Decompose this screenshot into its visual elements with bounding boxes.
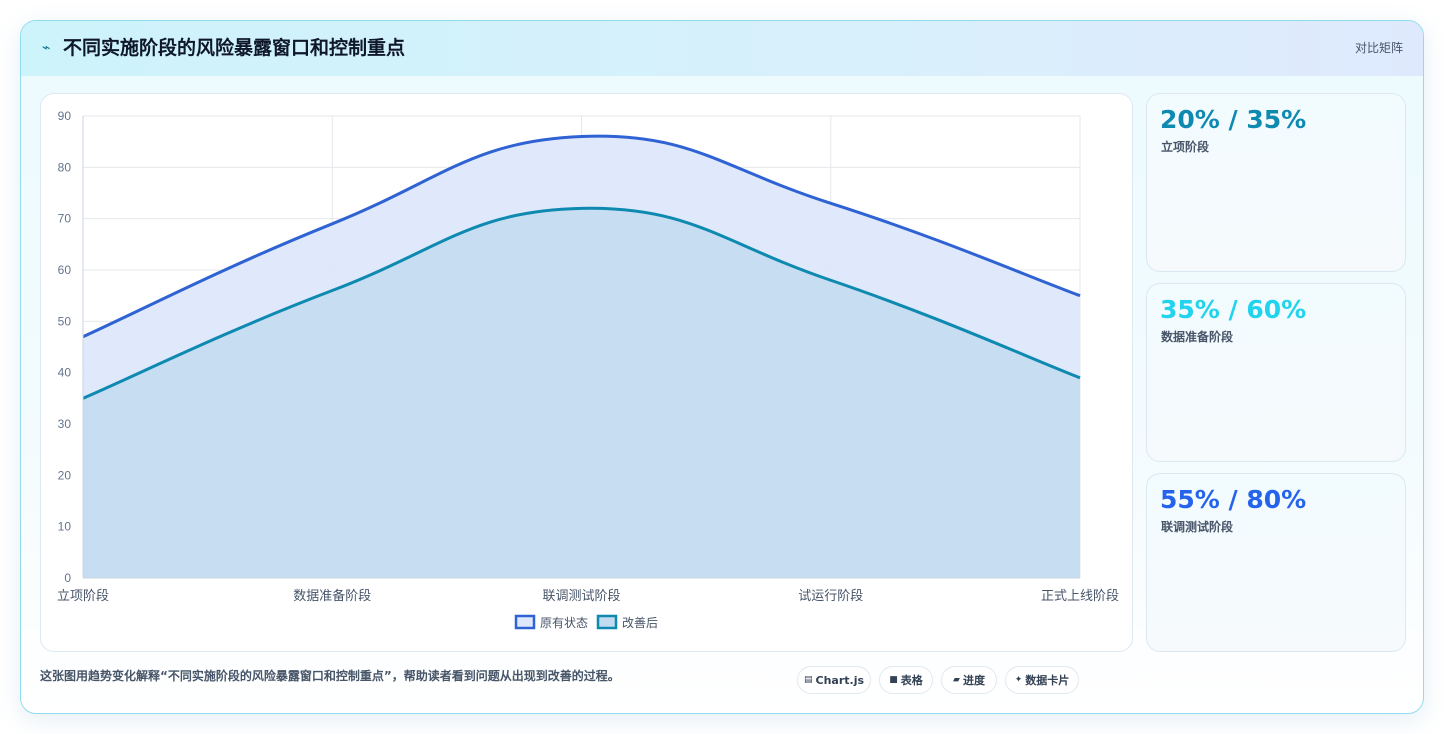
chip-label: 数据卡片 [1025,674,1070,687]
x-tick-label: 数据准备阶段 [293,588,371,603]
sparkle-icon: ✦ [1014,675,1023,685]
y-tick-label: 30 [58,417,72,431]
page-title: 不同实施阶段的风险暴露窗口和控制重点 [63,37,406,59]
y-tick-label: 90 [58,109,72,123]
stat-value: 20% / 35% [1160,105,1307,134]
chart-panel: 0 10 20 30 40 50 60 70 80 90 立项阶段 数据准备阶段 联调测试阶段 试运行阶段… [40,93,1133,652]
chart-icon: ▤ [803,675,813,685]
chip-table[interactable]: ■ 表格 [879,666,933,694]
stat-card-1: 20% / 35% 立项阶段 [1146,93,1406,272]
x-tick-label: 联调测试阶段 [542,588,620,603]
stat-label: 立项阶段 [1161,140,1210,154]
x-tick-label: 试运行阶段 [798,588,863,603]
report-card: ⌁ 不同实施阶段的风险暴露窗口和控制重点 对比矩阵 0 10 20 30 40 50 60 7… [20,20,1424,714]
table-icon: ■ [889,675,898,685]
stat-card-2: 35% / 60% 数据准备阶段 [1146,283,1406,462]
legend-label: 原有状态 [540,616,588,630]
progress-icon: ▰ [953,675,960,685]
chip-label: 表格 [900,674,923,687]
legend-label: 改善后 [622,615,658,630]
y-tick-label: 10 [58,520,72,534]
stat-label: 数据准备阶段 [1161,330,1234,344]
stat-card-3: 55% / 80% 联调测试阶段 [1146,473,1406,652]
stat-value: 55% / 80% [1160,485,1307,514]
chip-chartjs[interactable]: ▤ Chart.js [797,666,871,694]
chart-description: 这张图用趋势变化解释“不同实施阶段的风险暴露窗口和控制重点”，帮助读者看到问题从… [40,669,620,683]
x-tick-label: 立项阶段 [57,588,109,603]
y-tick-label: 70 [58,212,72,226]
chip-data-card[interactable]: ✦ 数据卡片 [1005,666,1079,694]
chip-label: Chart.js [815,673,865,687]
y-tick-label: 40 [58,366,72,380]
stat-label: 联调测试阶段 [1161,520,1234,534]
legend-swatch [514,614,536,630]
x-tick-label: 正式上线阶段 [1041,588,1119,603]
area-chart: 0 10 20 30 40 50 60 70 80 90 立项阶段 数据准备阶段 联调测试阶段 试运行阶段… [57,109,1119,630]
comparison-matrix-link[interactable]: 对比矩阵 [1354,41,1403,55]
y-tick-label: 0 [64,571,71,585]
y-tick-label: 60 [58,263,72,277]
area-fill-improved [83,208,1080,578]
chip-label: 进度 [962,674,985,687]
legend-swatch [596,614,618,630]
lightning-icon: ⌁ [42,40,51,56]
stat-value: 35% / 60% [1160,295,1307,324]
y-tick-label: 50 [58,314,72,328]
chip-progress[interactable]: ▰ 进度 [941,666,997,694]
card-header: ⌁ 不同实施阶段的风险暴露窗口和控制重点 对比矩阵 [21,21,1423,76]
y-tick-label: 20 [58,468,72,482]
y-tick-label: 80 [58,160,72,174]
